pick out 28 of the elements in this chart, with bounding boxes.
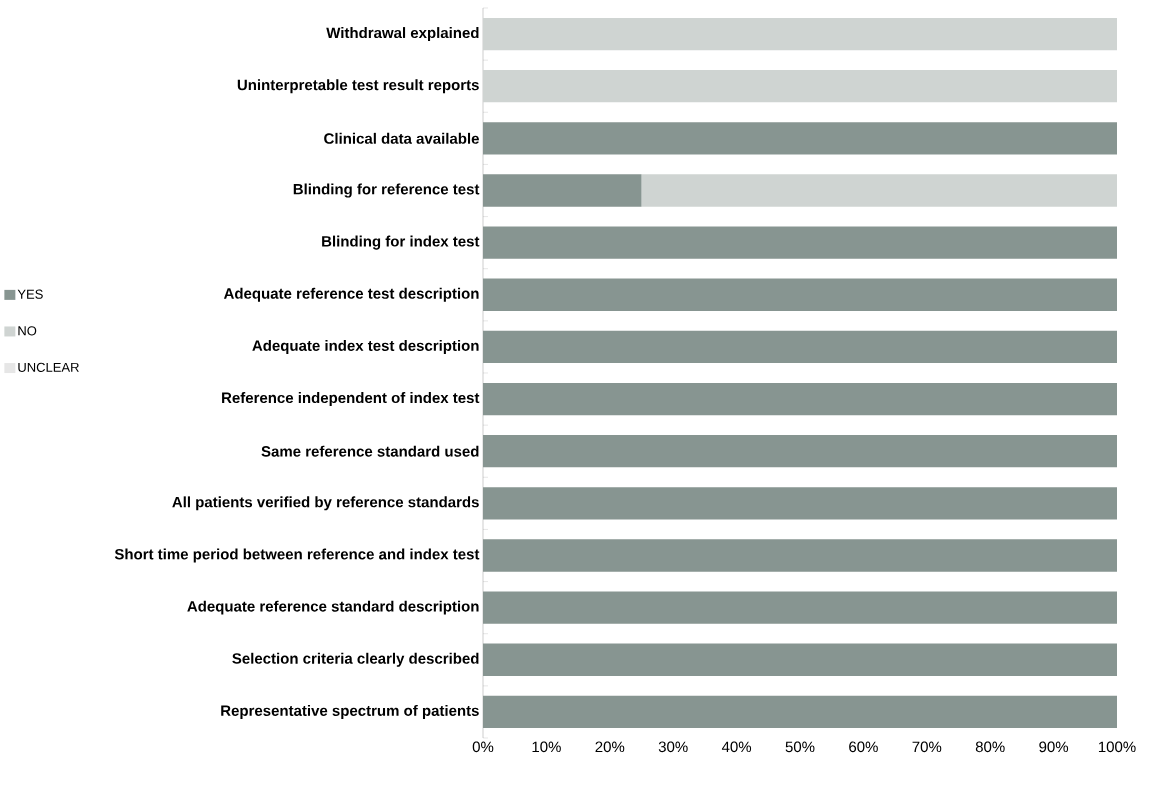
y-tick-label: Blinding for index test	[322, 235, 480, 250]
y-tick-label: Adequate index test description	[252, 339, 479, 354]
y-tick-label: Selection criteria clearly described	[232, 652, 479, 667]
legend-label: YES	[17, 289, 43, 299]
x-tick-label: 90%	[1039, 741, 1069, 753]
x-tick-label: 40%	[721, 741, 752, 753]
y-tick-label: Uninterpretable test result reports	[237, 79, 479, 94]
legend-label: NO	[18, 326, 37, 336]
y-tick-label: Blinding for reference test	[293, 183, 480, 198]
x-tick-label: 80%	[975, 741, 1005, 753]
x-tick-label: 60%	[849, 741, 878, 753]
y-tick-label: Same reference standard used	[261, 445, 479, 457]
x-tick-label: 20%	[595, 741, 625, 753]
y-tick-label: Representative spectrum of patients	[221, 704, 479, 719]
x-tick-label: 10%	[532, 741, 561, 753]
y-tick-label: Adequate reference test description	[223, 287, 479, 302]
x-tick-label: 70%	[912, 741, 942, 753]
y-tick-label: Reference independent of index test	[222, 392, 480, 407]
y-tick-label: All patients verified by reference standards	[172, 496, 479, 511]
y-tick-label: Adequate reference standard description	[187, 600, 479, 615]
y-tick-label: Withdrawal explained	[326, 27, 479, 42]
y-tick-label: Short time period between reference and index test	[114, 548, 480, 563]
y-tick-label: Clinical data available	[324, 132, 479, 144]
x-tick-label: 100%	[1098, 741, 1136, 753]
x-tick-label: 0%	[472, 741, 494, 753]
x-tick-label: 30%	[658, 741, 688, 753]
x-tick-label: 50%	[785, 741, 815, 753]
legend-label: UNCLEAR	[18, 362, 79, 372]
